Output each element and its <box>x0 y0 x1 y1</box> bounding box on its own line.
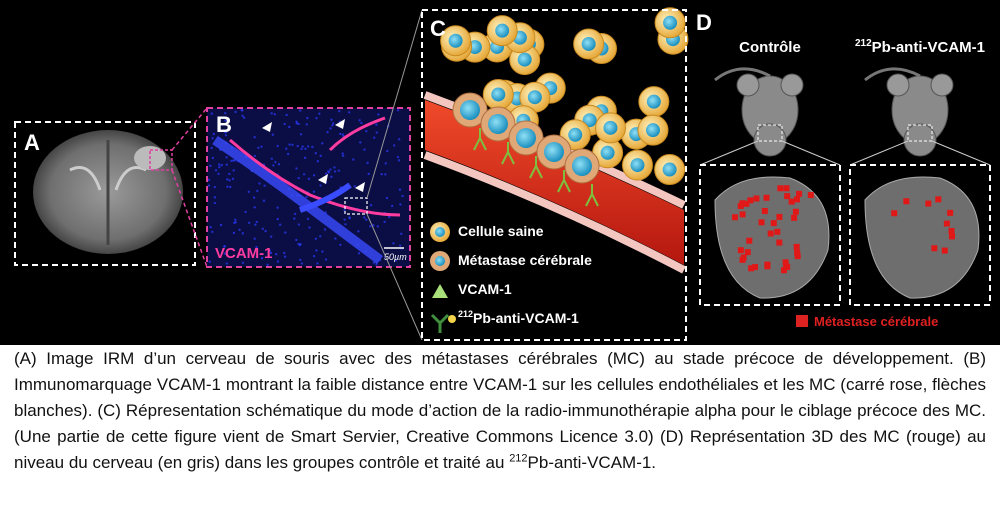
group-text: Contrôle <box>739 39 801 56</box>
panel-b: B VCAM-1 50µm <box>206 9 423 341</box>
scale-bar: 50µm <box>384 252 407 262</box>
legend-label: Cellule saine <box>458 223 544 239</box>
legend-superscript: 212 <box>458 309 473 319</box>
group-label: Contrôle <box>739 39 801 56</box>
legend-label: VCAM-1 <box>458 281 512 297</box>
panel-a: A <box>14 107 208 268</box>
caption: (A) Image IRM d’un cerveau de souris ave… <box>14 346 986 476</box>
legend-label: 212Pb-anti-VCAM-1 <box>458 309 579 326</box>
panel-label: A <box>24 130 40 155</box>
panel-d: D Contrôle 212Pb-anti-VCAM-1 Métastase cé… <box>696 10 991 329</box>
panel-label: B <box>216 112 232 137</box>
legend-text: VCAM-1 <box>458 281 512 297</box>
panel-label: D <box>696 10 712 35</box>
caption-text: (A) Image IRM d’un cerveau de souris ave… <box>14 349 986 472</box>
panel-label: C <box>430 16 446 41</box>
marker-label: VCAM-1 <box>215 245 273 262</box>
legend-text: Cellule saine <box>458 223 544 239</box>
legend-text: Métastase cérébrale <box>458 252 592 268</box>
caption-text: Pb-anti-VCAM-1. <box>527 453 657 472</box>
legend-label: Métastase cérébrale <box>814 314 938 329</box>
group-text: Pb-anti-VCAM-1 <box>872 39 985 56</box>
legend-label: Métastase cérébrale <box>458 252 592 268</box>
group-label: 212Pb-anti-VCAM-1 <box>855 38 985 56</box>
figure: A B VCAM-1 50µm Cellule saine Métastase c… <box>0 0 1000 345</box>
panel-c: Cellule saine Métastase cérébrale VCAM-1 21… <box>421 7 689 341</box>
group-superscript: 212 <box>855 38 872 49</box>
legend-text: Pb-anti-VCAM-1 <box>473 310 579 326</box>
caption-superscript: 212 <box>509 452 528 465</box>
